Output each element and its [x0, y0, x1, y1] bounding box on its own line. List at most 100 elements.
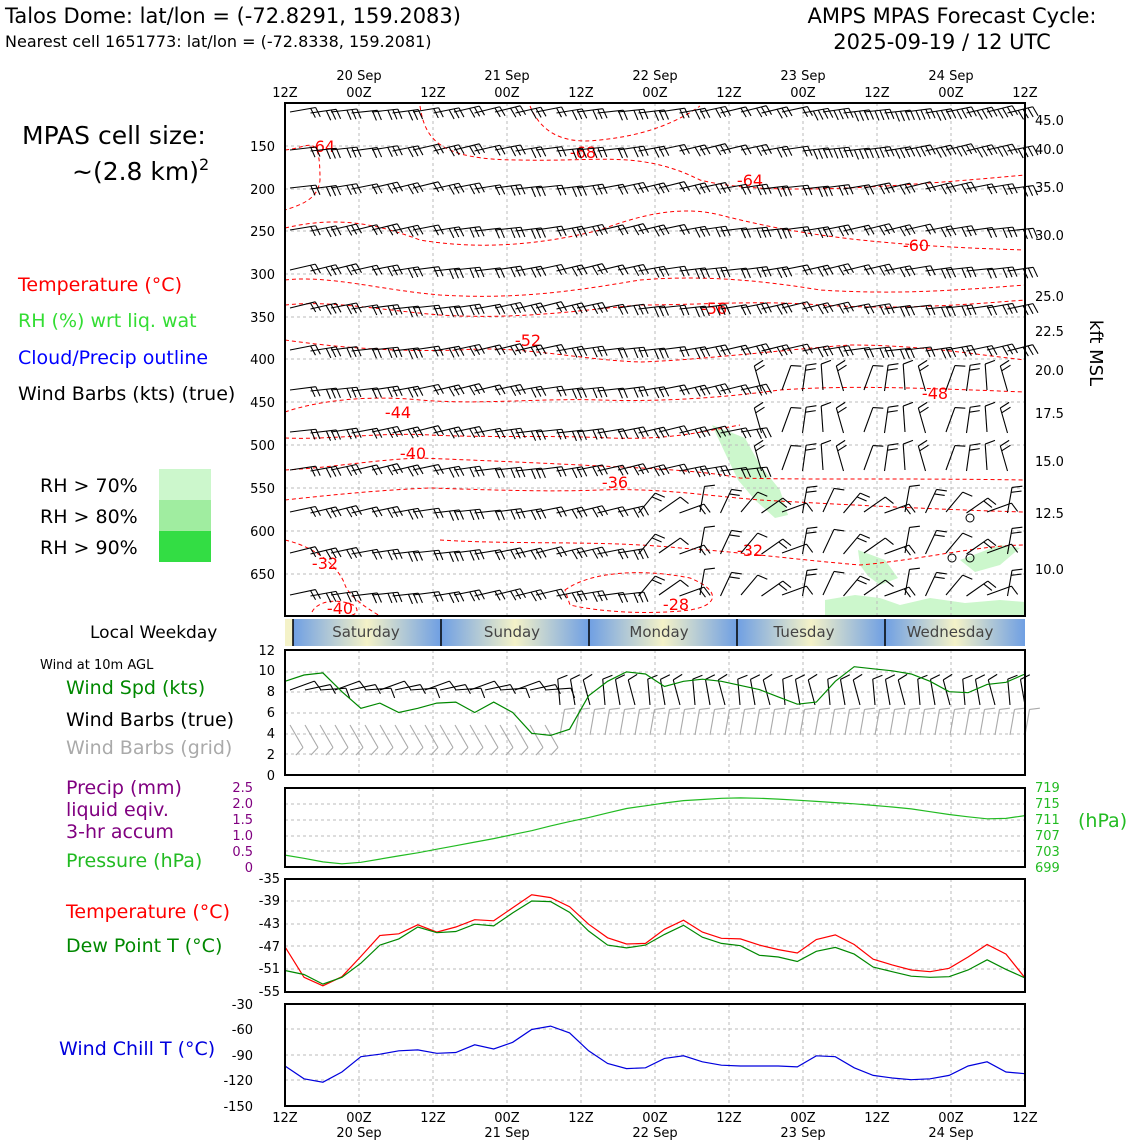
barb-staff [945, 225, 972, 231]
barb-flag [909, 348, 915, 359]
temp-contour-label: -32 [737, 541, 763, 560]
barb-flag [469, 145, 476, 156]
xsec-barb [740, 266, 772, 278]
barb-flag [807, 146, 813, 156]
barb-flag [653, 306, 660, 317]
xsec-barb [699, 525, 715, 554]
barb-flag [1000, 359, 1010, 367]
barb-staff [412, 107, 439, 113]
barb-flag [715, 305, 721, 316]
barb-flag [936, 571, 947, 575]
xsec-barb [986, 343, 1019, 356]
barb-flag [448, 467, 455, 478]
barb-flag [561, 225, 567, 236]
grid-wind-barb [559, 707, 575, 736]
barb-flag [1002, 304, 1008, 315]
xsec-barb [494, 466, 526, 479]
pressure-tick: 711 [1035, 813, 1060, 828]
pressure-tick: 715 [1035, 797, 1060, 812]
xsec-barb [576, 505, 609, 518]
xsec-barb [884, 586, 916, 598]
barb-staff [617, 591, 644, 596]
barb-flag [617, 305, 624, 315]
barb-flag [806, 363, 817, 366]
bottom-date-label: 24 Sep [928, 1126, 973, 1140]
grid-wind-barb [949, 707, 965, 736]
barb-staff [412, 591, 439, 596]
barb-flag [325, 149, 331, 160]
xsec-barb [904, 181, 937, 193]
barb-flag [934, 493, 945, 497]
barb-flag [776, 268, 783, 279]
barb-staff [499, 724, 514, 748]
barb-staff [761, 344, 787, 352]
barb-flag [1002, 267, 1008, 278]
barb-flag [622, 548, 629, 559]
grid-wind-barb [454, 724, 469, 756]
xsec-barb [999, 401, 1011, 434]
barb-flag [970, 443, 981, 446]
barb-staff [351, 183, 378, 190]
barb-staff [720, 267, 747, 272]
barb-flag [530, 267, 537, 278]
barb-flag [899, 306, 906, 317]
xsec-barb [433, 182, 465, 195]
barb-staff [761, 106, 787, 114]
precip-tick: 1.0 [232, 829, 253, 844]
barb-flag [1002, 346, 1009, 356]
xsec-barb [781, 226, 813, 238]
barb-flag [346, 304, 353, 315]
barb-flag [581, 226, 588, 236]
weekday-label: Monday [629, 623, 688, 641]
barb-flag [984, 359, 996, 365]
barb-flag [658, 267, 665, 277]
barb-flag [778, 583, 788, 591]
weekday-band [441, 619, 589, 646]
barb-staff [484, 724, 499, 748]
xsec-barb [515, 589, 547, 602]
barb-staff [392, 464, 418, 472]
barb-staff [966, 497, 989, 514]
xsec-barb [740, 466, 772, 479]
grid-wind-barb [994, 707, 1010, 736]
barb-flag [555, 590, 563, 600]
barb-staff [919, 709, 926, 736]
barb-flag [756, 468, 762, 479]
xsec-barb [740, 105, 773, 118]
xsec-barb [638, 575, 666, 597]
barb-staff [371, 223, 398, 231]
barb-staff [453, 465, 480, 471]
xsec-barb [638, 492, 666, 514]
height-tick: 10.0 [1035, 563, 1064, 578]
barb-flag [475, 747, 484, 756]
grid-wind-barb [529, 724, 544, 756]
true-wind-barb [627, 673, 638, 706]
barb-flag [643, 347, 649, 358]
barb-staff [801, 487, 808, 514]
rh90-label: RH > 90% [40, 537, 138, 559]
xsec-barb [863, 108, 895, 121]
grid-wind-barb [589, 707, 605, 736]
barb-flag [704, 384, 711, 395]
barb-flag [874, 148, 880, 159]
grid-wind-barb [499, 724, 514, 756]
xsec-barb [433, 426, 465, 439]
barb-flag [581, 506, 588, 517]
barb-flag [376, 304, 383, 315]
xsec-barb [945, 365, 966, 391]
barb-flag [571, 186, 578, 197]
barb-staff [720, 572, 732, 597]
barb-staff [753, 407, 763, 434]
barb-flag [638, 387, 644, 398]
barb-staff [720, 183, 747, 190]
barb-flag [310, 185, 316, 196]
barb-flag [699, 466, 706, 477]
barb-flag [653, 267, 660, 278]
xsec-barb [412, 304, 444, 316]
barb-flag [576, 467, 583, 478]
barb-flag [592, 388, 598, 399]
barb-flag [719, 384, 727, 395]
bottom-hour-label: 12Z [568, 1111, 594, 1126]
barb-flag [715, 385, 722, 396]
barb-flag [407, 147, 414, 158]
